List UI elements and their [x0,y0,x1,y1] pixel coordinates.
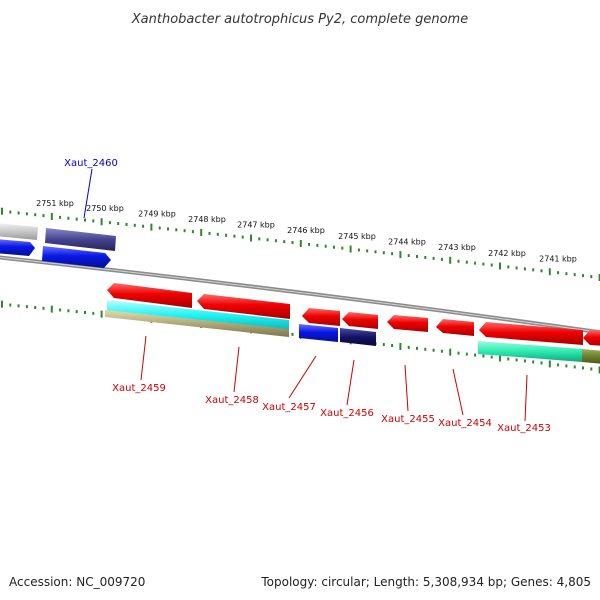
gene-arrow-xaut-2456[interactable] [342,312,378,329]
kbp-tick-label: 2744 kbp [388,237,426,246]
kbp-tick-label: 2743 kbp [438,243,476,252]
olive-feature[interactable] [105,310,289,337]
gene-arrow-forward[interactable] [0,239,35,256]
accession-label: Accession: NC_009720 [9,575,145,589]
navy-feature[interactable] [340,328,376,346]
gene-arrow-xaut-2453[interactable] [479,322,583,345]
locus-label-xaut-2458[interactable]: Xaut_2458 [205,395,259,406]
kbp-tick-label: 2746 kbp [287,226,325,235]
genome-summary: Topology: circular; Length: 5,308,934 bp… [260,575,591,589]
locus-label-xaut-2457[interactable]: Xaut_2457 [262,402,316,413]
leader-line-xaut-2458 [233,346,240,393]
cyan-feature[interactable] [107,300,289,331]
gene-arrow-reverse[interactable] [583,330,600,346]
gene-arrow-xaut-2457[interactable] [302,308,340,326]
locus-label-xaut-2459[interactable]: Xaut_2459 [112,383,166,394]
gene-arrow-forward[interactable] [42,246,111,268]
kbp-tick-label: 2751 kbp [36,199,74,208]
gene-arrow-xaut-2455[interactable] [387,315,428,332]
dark-olive-feature[interactable] [582,349,600,364]
leader-line-xaut-2455 [404,364,409,412]
green-feature[interactable] [478,341,582,362]
locus-label-xaut-2454[interactable]: Xaut_2454 [438,418,492,429]
locus-label-xaut-2456[interactable]: Xaut_2456 [320,408,374,419]
kbp-tick-label: 2747 kbp [237,221,275,230]
gene-feature-grey[interactable] [0,223,38,240]
gene-feature-xaut-2460[interactable] [45,228,116,251]
locus-label-xaut-2460[interactable]: Xaut_2460 [64,158,118,169]
kbp-tick-label: 2750 kbp [86,204,124,213]
kbp-tick-label: 2745 kbp [338,232,376,241]
kbp-tick-label: 2748 kbp [188,215,226,224]
map-title: Xanthobacter autotrophicus Py2, complete… [131,12,468,27]
leader-line-xaut-2456 [346,359,355,406]
genome-backbone [0,255,600,335]
genome-backbone-highlight [0,257,600,333]
leader-line-xaut-2457 [288,355,317,399]
kbp-tick-label: 2741 kbp [539,255,577,264]
leader-line-xaut-2453 [524,374,528,422]
kbp-tick-label: 2742 kbp [488,249,526,258]
blue-feature[interactable] [299,324,338,342]
kbp-ruler: 2751 kbp 2750 kbp 2749 kbp 2748 kbp 2747 kbp… [1,199,600,282]
leader-line-xaut-2459 [140,335,147,381]
locus-label-xaut-2453[interactable]: Xaut_2453 [497,423,551,434]
leader-line-xaut-2454 [452,368,464,416]
gene-arrow-xaut-2458[interactable] [197,294,290,319]
leader-line-xaut-2460 [83,168,93,219]
locus-label-xaut-2455[interactable]: Xaut_2455 [381,414,435,425]
kbp-tick-label: 2749 kbp [138,210,176,219]
gene-arrow-xaut-2454[interactable] [436,319,474,336]
gene-arrow-xaut-2459[interactable] [107,283,192,308]
